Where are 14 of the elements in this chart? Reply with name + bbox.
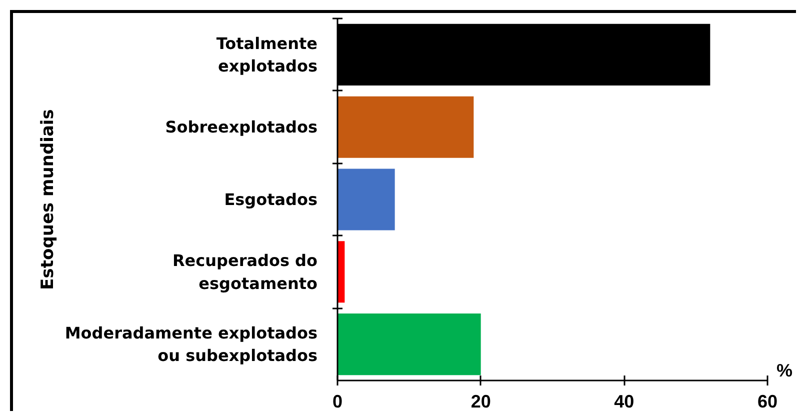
bar	[338, 168, 395, 230]
y-tick-label: Sobreexplotados	[165, 118, 318, 137]
y-tick-label: Recuperados do esgotamento	[172, 251, 318, 293]
x-tick-label: 0	[332, 392, 343, 412]
y-tick-label: Moderadamente explotados ou subexplotados	[64, 323, 318, 366]
x-axis-title: %	[776, 360, 793, 380]
y-axis-title: Estoques mundiais	[38, 109, 58, 290]
x-tick-label: 60	[757, 392, 778, 412]
y-tick-label: Esgotados	[224, 190, 318, 209]
x-tick-label: 40	[614, 392, 634, 412]
bar	[338, 314, 481, 376]
bar	[338, 96, 474, 158]
x-tick-label: 20	[470, 392, 491, 412]
y-tick-label: Totalmente explotados	[216, 34, 318, 76]
